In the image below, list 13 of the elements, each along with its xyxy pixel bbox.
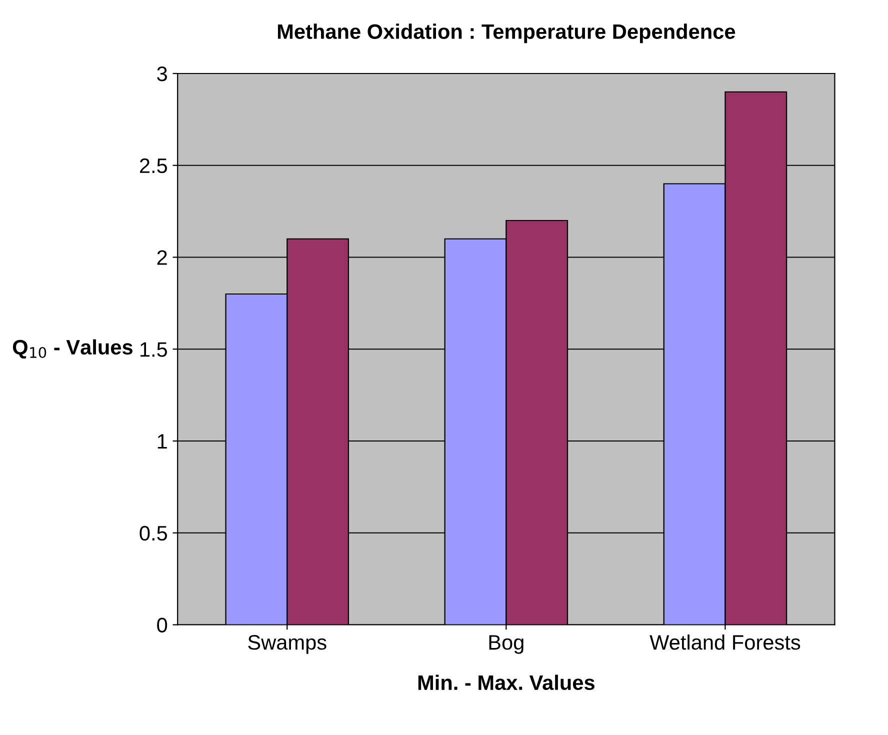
- y-tick-label: 2.5: [140, 158, 168, 174]
- y-tick-label: 1.5: [140, 342, 168, 357]
- y-axis-title: Q$_{10}$ - Values: [12, 339, 132, 358]
- y-tick-label: 1: [158, 434, 167, 449]
- chart-title: Methane Oxidation : Temperature Dependence: [278, 24, 736, 44]
- x-tick-label: Swamps: [248, 635, 326, 654]
- y-tick-label: 2: [157, 250, 167, 265]
- x-tick-label: Bog: [489, 635, 524, 654]
- y-tick-label: 0.5: [140, 526, 168, 541]
- y-tick-label: 0: [157, 618, 168, 633]
- y-tick-label: 3: [157, 66, 167, 82]
- x-axis-title: Min. - Max. Values: [418, 674, 594, 690]
- x-tick-label: Wetland Forests: [650, 634, 800, 650]
